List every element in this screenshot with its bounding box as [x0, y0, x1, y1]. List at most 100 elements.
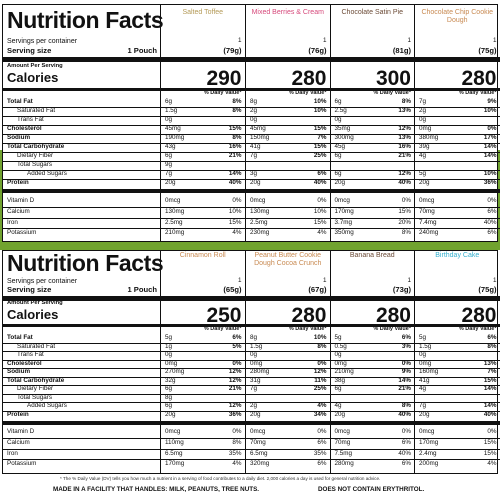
micronutrient-percent: 4% [232, 460, 242, 467]
nutrient-amount: 8g [250, 98, 258, 105]
nutrient-amount: 5g [419, 334, 427, 341]
nutrient-percent: 11% [314, 377, 327, 384]
nutrient-amount: 280mg [250, 368, 270, 375]
nutrient-percent: 8% [401, 402, 411, 409]
micronutrient-percent: 15% [228, 219, 242, 226]
row-divider [246, 106, 330, 108]
row-divider [3, 384, 160, 386]
row-divider [3, 106, 160, 108]
product-column: Cinnamon Roll 1 (65g) 250% Daily Value* 5g 6%… [161, 251, 246, 473]
micronutrient-amount: 2.4mg [419, 450, 437, 457]
row-divider [415, 401, 500, 403]
nutrient-percent: 13% [398, 107, 411, 114]
row-divider [161, 342, 245, 344]
row-divider [3, 218, 160, 219]
nutrient-amount: 3g [250, 170, 258, 177]
nutrient-amount: 4g [334, 402, 342, 409]
row-divider [415, 124, 500, 126]
row-divider [415, 410, 500, 412]
flavor-name: Chocolate Chip Cookie Dough [421, 9, 494, 25]
row-divider [330, 367, 414, 369]
micronutrient-amount: 2.5mg [165, 219, 183, 226]
row-divider [161, 401, 245, 403]
micronutrient-amount: 0mcg [250, 428, 266, 435]
nutrient-amount: 0mg [419, 125, 432, 132]
row-divider [3, 142, 160, 144]
nutrient-amount: 0g [334, 116, 342, 123]
row-divider [330, 207, 414, 208]
row-divider [3, 401, 160, 403]
servings-label: Servings per container [7, 278, 78, 285]
nutrient-label: Total Sugars [17, 394, 53, 401]
micronutrient-percent: 0% [232, 197, 242, 204]
nutrient-amount: 20g [334, 179, 346, 186]
micronutrient-amount: 210mg [165, 229, 185, 236]
serving-size-label: Serving size [7, 46, 52, 55]
row-divider [161, 359, 245, 361]
thick-rule [246, 421, 330, 425]
nutrient-percent: 40% [398, 179, 411, 186]
nutrient-percent: 40% [228, 179, 242, 186]
serving-weight: (67g) [308, 285, 327, 294]
row-divider [415, 142, 500, 144]
micronutrient-percent: 0% [317, 428, 327, 435]
row-divider [415, 169, 500, 171]
row-divider [161, 449, 245, 450]
nutrient-percent: 14% [483, 143, 497, 150]
row-divider [3, 342, 160, 344]
nutrient-percent: 21% [228, 152, 242, 159]
nutrient-amount: 5g [165, 334, 173, 341]
serving-weight: (76g) [308, 46, 327, 55]
row-divider [161, 106, 245, 108]
label-column: Nutrition Facts Servings per container Ser… [3, 5, 164, 241]
micronutrient-amount: 7.5mg [334, 450, 353, 457]
nutrient-label: Total Fat [7, 334, 33, 341]
row-divider [330, 169, 414, 171]
footnote: * The % Daily Value (DV) tells you how m… [60, 476, 381, 481]
micronutrient-percent: 6% [487, 208, 497, 215]
servings-count: 1 [322, 37, 327, 44]
micronutrient-amount: 70mg [250, 439, 266, 446]
row-divider [246, 160, 330, 162]
serving-weight: (65g) [223, 285, 242, 294]
micronutrient-amount: 0mcg [334, 428, 350, 435]
nutrient-label: Cholesterol [7, 360, 42, 367]
thick-rule [161, 57, 245, 62]
micronutrient-percent: 8% [401, 229, 411, 236]
thick-rule [330, 189, 414, 193]
row-divider [415, 228, 500, 229]
nutrient-label: Protein [7, 179, 29, 186]
nutrient-label: Trans Fat [17, 351, 44, 358]
row-divider [415, 449, 500, 450]
nutrient-amount: 1.5g [419, 343, 432, 350]
row-divider [3, 410, 160, 412]
row-divider [330, 359, 414, 361]
nutrient-amount: 6g [165, 98, 173, 105]
micronutrient-percent: 35% [228, 450, 242, 457]
nutrient-label: Saturated Fat [17, 107, 56, 114]
nutrient-percent: 12% [398, 125, 411, 132]
micronutrient-amount: 3.7mg [334, 219, 353, 226]
row-divider [415, 367, 500, 369]
row-divider [330, 228, 414, 229]
nutrient-amount: 2g [419, 107, 427, 114]
nutrient-amount: 160mg [419, 368, 439, 375]
thick-rule [415, 189, 500, 193]
micronutrient-percent: 8% [232, 439, 242, 446]
row-divider [3, 359, 160, 361]
row-divider [3, 160, 160, 162]
nutrient-percent: 12% [228, 368, 242, 375]
row-divider [246, 178, 330, 180]
micronutrient-amount: 0mcg [419, 197, 435, 204]
row-divider [161, 459, 245, 460]
row-divider [330, 115, 414, 117]
micronutrient-percent: 6% [401, 439, 411, 446]
row-divider [246, 124, 330, 126]
row-divider [330, 410, 414, 412]
row-divider [246, 350, 330, 352]
dv-header: % Daily Value* [203, 90, 242, 96]
micronutrient-percent: 4% [487, 460, 497, 467]
dv-header: % Daily Value* [373, 90, 411, 96]
servings-count: 1 [322, 277, 327, 284]
row-divider [330, 106, 414, 108]
